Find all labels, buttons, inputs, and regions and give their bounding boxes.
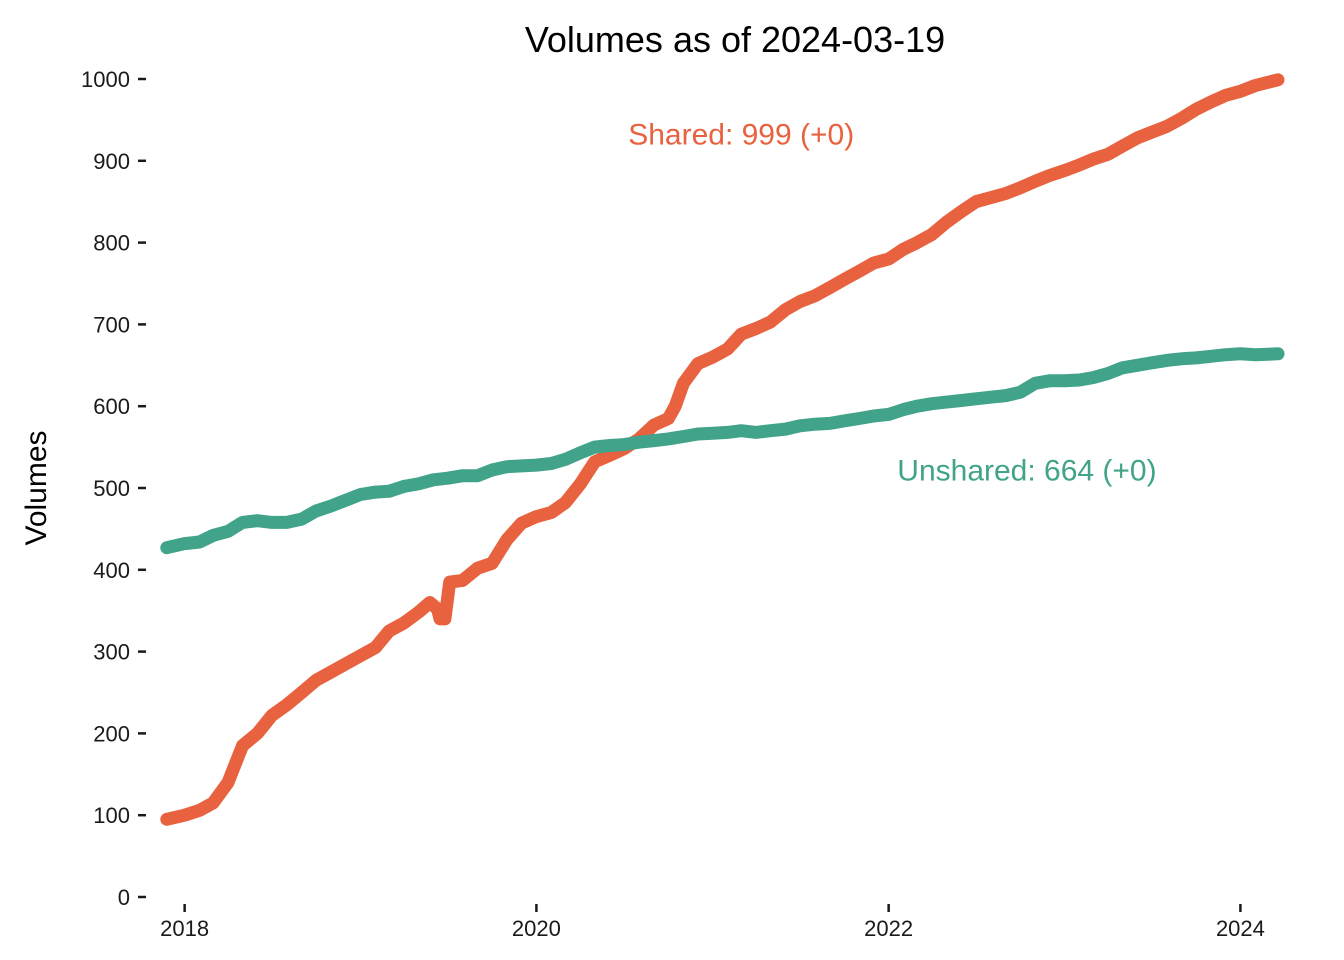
series-line-unshared: [160, 347, 1285, 555]
series-label-shared: Shared: 999 (+0): [628, 118, 854, 151]
series-label-unshared: Unshared: 664 (+0): [897, 455, 1156, 488]
series-layer: [160, 73, 1285, 826]
x-tick-label: 2018: [160, 916, 209, 941]
y-tick-label: 900: [93, 149, 130, 174]
series-line-shared: [160, 73, 1285, 826]
y-tick-label: 700: [93, 312, 130, 337]
x-tick-label: 2022: [864, 916, 913, 941]
y-tick-label: 600: [93, 394, 130, 419]
y-tick-label: 300: [93, 640, 130, 665]
y-tick-label: 0: [118, 885, 130, 910]
y-tick-label: 100: [93, 803, 130, 828]
y-tick-label: 200: [93, 721, 130, 746]
y-tick-label: 800: [93, 231, 130, 256]
y-axis: 0 100 200 300 400 500 600 700 800 900 1000: [81, 67, 146, 910]
y-tick-label: 1000: [81, 67, 130, 92]
annotation-layer: Shared: 999 (+0) Unshared: 664 (+0): [628, 118, 1156, 487]
y-tick-label: 500: [93, 476, 130, 501]
chart-title: Volumes as of 2024-03-19: [525, 19, 945, 60]
x-axis: 2018 2020 2022 2024: [160, 904, 1265, 941]
x-tick-label: 2024: [1216, 916, 1265, 941]
y-axis-title: Volumes: [20, 430, 53, 545]
x-tick-label: 2020: [512, 916, 561, 941]
y-tick-label: 400: [93, 558, 130, 583]
